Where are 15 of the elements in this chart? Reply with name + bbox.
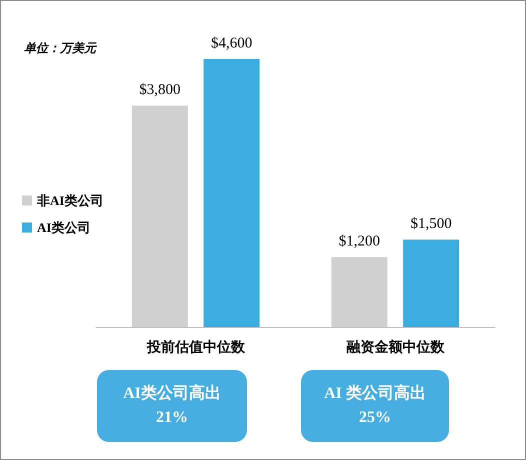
- chart-title: 单位：万美元: [24, 41, 98, 55]
- callout-box: AI类公司高出 21%: [97, 370, 247, 442]
- callout-box: AI 类公司高出 25%: [301, 370, 449, 442]
- legend-label: AI类公司: [37, 220, 90, 235]
- bar: [204, 59, 260, 327]
- x-tick-label: 融资金额中位数: [346, 338, 446, 356]
- legend-label: 非AI类公司: [36, 193, 104, 208]
- data-label: $3,800: [139, 82, 181, 98]
- data-label: $1,500: [410, 216, 452, 232]
- data-label: $1,200: [338, 234, 380, 250]
- data-label: $4,600: [210, 36, 252, 52]
- bar: [331, 257, 388, 327]
- x-tick-label: 投前估值中位数: [146, 340, 246, 356]
- bar: [132, 106, 188, 327]
- bar: [403, 240, 460, 327]
